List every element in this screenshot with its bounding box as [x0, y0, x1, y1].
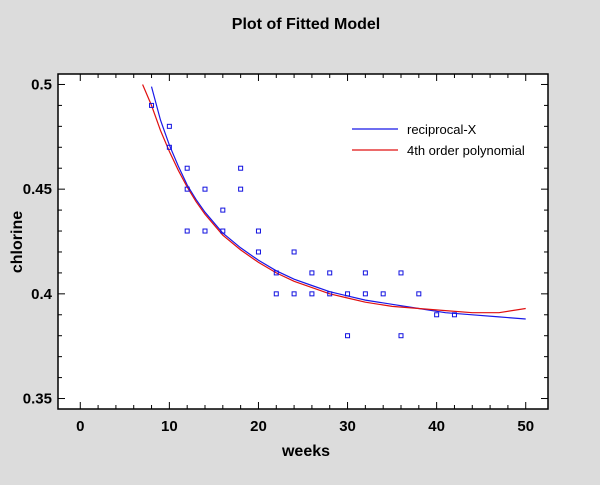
plot-area — [57, 73, 549, 410]
x-tick-label: 30 — [339, 418, 356, 435]
data-point — [416, 291, 422, 297]
x-tick-label: 10 — [161, 418, 178, 435]
x-tick-label: 50 — [517, 418, 534, 435]
data-point — [255, 249, 261, 255]
data-point — [451, 312, 457, 318]
legend-label: reciprocal-X — [407, 122, 477, 137]
data-point — [362, 270, 368, 276]
data-point — [309, 291, 315, 297]
y-tick-label: 0.45 — [23, 181, 52, 198]
data-point — [166, 144, 172, 150]
data-point — [434, 312, 440, 318]
data-point — [309, 270, 315, 276]
y-tick-label: 0.4 — [31, 286, 53, 303]
data-point — [398, 270, 404, 276]
chart-title: Plot of Fitted Model — [232, 16, 380, 33]
data-point — [255, 228, 261, 234]
data-point — [291, 249, 297, 255]
data-point — [273, 270, 279, 276]
data-point — [184, 186, 190, 192]
data-point — [345, 333, 351, 339]
data-point — [345, 291, 351, 297]
x-tick-label: 20 — [250, 418, 267, 435]
x-tick-label: 0 — [76, 418, 84, 435]
x-axis-title: weeks — [281, 443, 330, 460]
series-line — [142, 84, 526, 314]
observed-points — [149, 102, 457, 339]
y-tick-label: 0.5 — [31, 76, 52, 93]
x-tick-label: 40 — [428, 418, 445, 435]
y-axis: 0.35 0.4 0.45 0.5 — [23, 76, 548, 408]
data-point — [166, 123, 172, 129]
y-tick-label: 0.35 — [23, 391, 52, 408]
data-point — [184, 165, 190, 171]
data-point — [362, 291, 368, 297]
data-point — [273, 291, 279, 297]
data-point — [149, 102, 155, 108]
data-point — [220, 207, 226, 213]
data-point — [184, 228, 190, 234]
y-axis-title: chlorine — [9, 211, 26, 273]
data-point — [327, 270, 333, 276]
legend: reciprocal-X 4th order polynomial — [352, 122, 525, 158]
data-point — [327, 291, 333, 297]
legend-label: 4th order polynomial — [407, 143, 525, 158]
data-point — [238, 186, 244, 192]
data-point — [202, 186, 208, 192]
data-point — [238, 165, 244, 171]
data-point — [380, 291, 386, 297]
data-point — [291, 291, 297, 297]
data-point — [202, 228, 208, 234]
x-axis: 0 10 20 30 40 50 — [76, 74, 534, 435]
data-point — [398, 333, 404, 339]
data-point — [220, 228, 226, 234]
